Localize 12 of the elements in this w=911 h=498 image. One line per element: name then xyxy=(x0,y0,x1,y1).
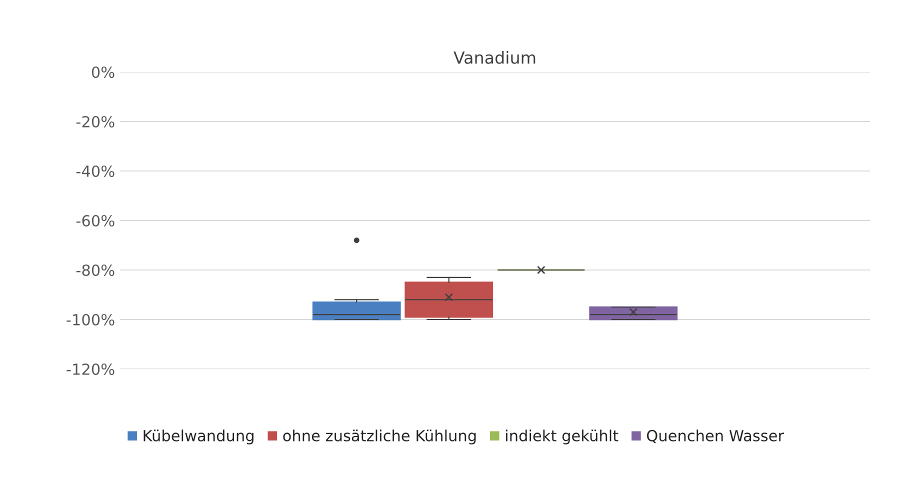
legend-label: ohne zusätzliche Kühlung xyxy=(283,430,476,444)
y-tick-label: -60% xyxy=(76,214,114,227)
y-tick-label: -100% xyxy=(66,314,114,326)
y-tick-label: 0% xyxy=(92,66,114,78)
y-tick-label: -120% xyxy=(66,363,114,376)
y-tick-label: -80% xyxy=(76,264,114,276)
y-tick-label: -20% xyxy=(76,116,114,128)
y-tick-label: -40% xyxy=(76,165,114,178)
chart-title: Vanadium xyxy=(454,51,536,64)
legend-label: indiekt gekühlt xyxy=(506,430,618,444)
legend-label: Kübelwandung xyxy=(144,430,254,444)
legend-label: Quenchen Wasser xyxy=(646,430,784,444)
